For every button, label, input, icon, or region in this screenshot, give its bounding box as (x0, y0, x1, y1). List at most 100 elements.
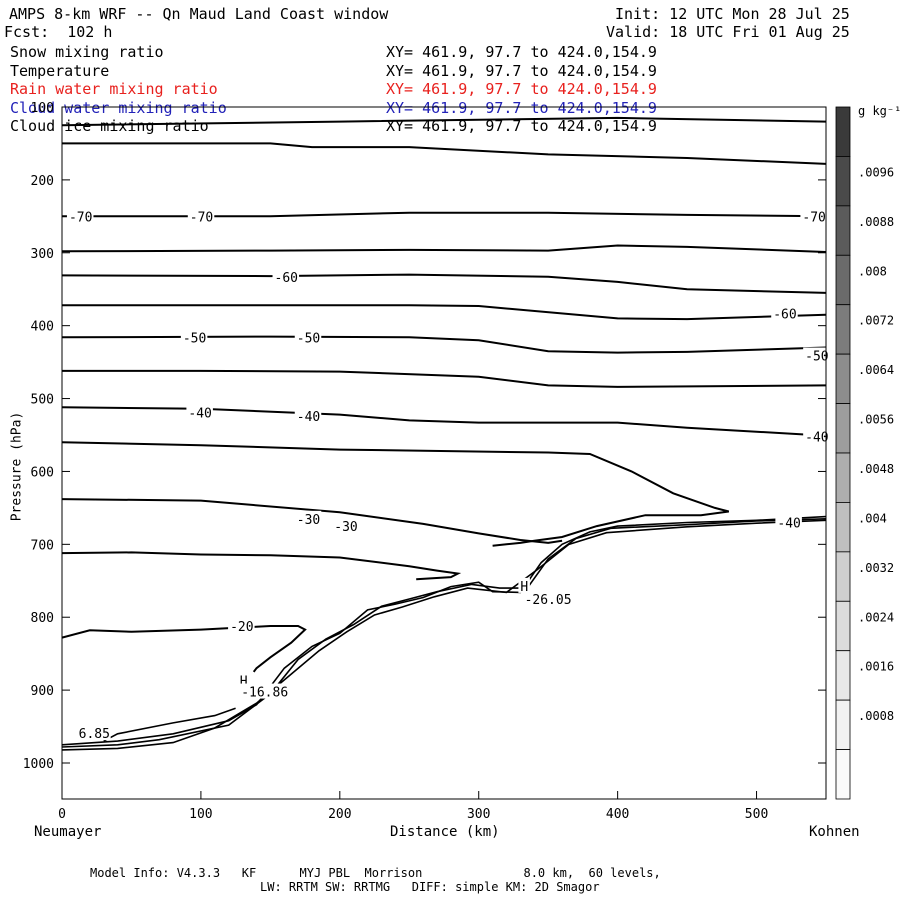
isotherm-contours (61, 116, 827, 673)
colorbar-label: .0008 (858, 709, 894, 723)
y-tick-label: 700 (31, 538, 54, 553)
contour-label-bg (518, 577, 530, 593)
contour-label: -50 (805, 350, 828, 365)
colorbar-swatch (835, 749, 851, 800)
field-xy: XY= 461.9, 97.7 to 424.0,154.9 (386, 80, 657, 98)
colorbar-label: .0032 (858, 561, 894, 575)
field-name: Cloud water mixing ratio (10, 99, 227, 117)
contour-label-bg (228, 617, 255, 633)
isotherm-line (61, 116, 827, 127)
contour-label-bg (332, 518, 359, 534)
y-tick-label: 800 (31, 611, 54, 626)
colorbar-units: g kg⁻¹ (858, 104, 900, 118)
valid-time: Valid: 18 UTC Fri 01 Aug 25 (606, 23, 850, 41)
contour-label: -50 (183, 331, 206, 346)
field-name: Snow mixing ratio (10, 43, 164, 61)
y-tick-label: 900 (31, 684, 54, 699)
y-tick-label: 400 (31, 320, 54, 335)
colorbar: g kg⁻¹ .0096 .0088 .008 .0072 .0064 .0056 .0048… (835, 104, 900, 800)
colorbar-label: .0016 (858, 660, 894, 674)
physics-info: LW: RRTM SW: RRTMG DIFF: simple KM: 2D S… (260, 880, 600, 894)
x-tick-label: 0 (58, 807, 66, 822)
x-tick-label: 500 (745, 807, 768, 822)
contour-label: -40 (188, 406, 211, 421)
isotherm-line (62, 304, 827, 321)
plot-frame (61, 106, 827, 800)
colorbar-label: .0088 (858, 215, 894, 229)
contour-labels: -70 -70 -70-60-60-50 -50-50-40 -40-40-40-30-… (66, 208, 830, 742)
contour-label-bg (187, 208, 215, 224)
terrain-line (103, 707, 236, 742)
contour-label: -40 (805, 430, 828, 445)
colorbar-swatch (835, 156, 851, 207)
contour-label-bg (294, 408, 322, 424)
contour-label: H (240, 675, 248, 690)
terrain-lines (61, 515, 827, 751)
contour-label: -40 (297, 410, 320, 425)
contour-label-bg (771, 305, 798, 321)
x-tick-label: 100 (189, 807, 212, 822)
colorbar-swatch (835, 502, 851, 553)
x-axis-title: Distance (km) (390, 824, 500, 840)
contour-label-bg (294, 329, 322, 345)
contour-label: H (520, 580, 528, 595)
chart-title: AMPS 8-km WRF -- Qn Maud Land Coast wind… (9, 5, 389, 23)
y-tick-label: 200 (31, 174, 54, 189)
isotherm-line (62, 211, 827, 218)
contour-label-bg (239, 683, 289, 699)
colorbar-label: .0072 (858, 314, 894, 328)
colorbar-swatch (835, 551, 851, 602)
contour-label: -30 (334, 520, 357, 535)
field-xy: XY= 461.9, 97.7 to 424.0,154.9 (386, 117, 657, 135)
contour-label-bg (76, 725, 111, 741)
y-tick-label: 600 (31, 465, 54, 480)
colorbar-swatch (835, 600, 851, 652)
contour-label-bg (803, 428, 830, 444)
isotherm-line (61, 498, 563, 544)
colorbar-swatch (835, 353, 851, 404)
contour-label: -60 (773, 307, 796, 322)
colorbar-swatch (835, 699, 851, 750)
colorbar-swatch (835, 205, 851, 256)
isotherm-line (61, 244, 827, 253)
colorbar-swatch (835, 403, 851, 454)
colorbar-label: .0056 (858, 413, 894, 427)
contour-label-bg (180, 329, 208, 345)
contour-label: -60 (275, 271, 298, 286)
colorbar-swatch (835, 254, 851, 306)
init-time: Init: 12 UTC Mon 28 Jul 25 (615, 5, 850, 23)
contour-label: -20 (230, 620, 253, 635)
contour-label: -50 (297, 331, 320, 346)
colorbar-swatch (835, 304, 851, 355)
x-tick-label: 200 (328, 807, 351, 822)
isotherm-line (61, 625, 307, 673)
isotherm-line (61, 335, 827, 354)
colorbar-swatch (835, 452, 851, 503)
contour-label: 6.85 (79, 727, 110, 742)
contour-label-bg (294, 510, 322, 526)
y-tick-label: 300 (31, 247, 54, 262)
field-name: Rain water mixing ratio (10, 80, 218, 98)
forecast-hour: Fcst: 102 h (4, 23, 113, 41)
field-xy: XY= 461.9, 97.7 to 424.0,154.9 (386, 99, 657, 117)
field-xy: XY= 461.9, 97.7 to 424.0,154.9 (386, 62, 657, 80)
contour-label-bg (522, 591, 572, 606)
colorbar-label: .0096 (858, 165, 894, 179)
colorbar-label: .0024 (858, 610, 894, 624)
terrain-line (61, 519, 827, 751)
contour-label-bg (272, 268, 300, 284)
contour-label-bg (186, 404, 213, 420)
isotherm-line (61, 551, 462, 581)
colorbar-label: .0064 (858, 363, 894, 377)
y-tick-label: 500 (31, 393, 54, 408)
field-xy: XY= 461.9, 97.7 to 424.0,154.9 (386, 43, 657, 61)
y-axis-title: Pressure (hPa) (9, 411, 25, 522)
isotherm-line (62, 142, 827, 165)
x-right-label: Kohnen (809, 824, 860, 840)
contour-label-bg (800, 208, 827, 224)
contour-label: -16.86 (241, 686, 288, 701)
colorbar-label: .008 (858, 264, 887, 278)
contour-label: -26.05 (525, 593, 572, 608)
contour-label-bg (803, 347, 830, 363)
